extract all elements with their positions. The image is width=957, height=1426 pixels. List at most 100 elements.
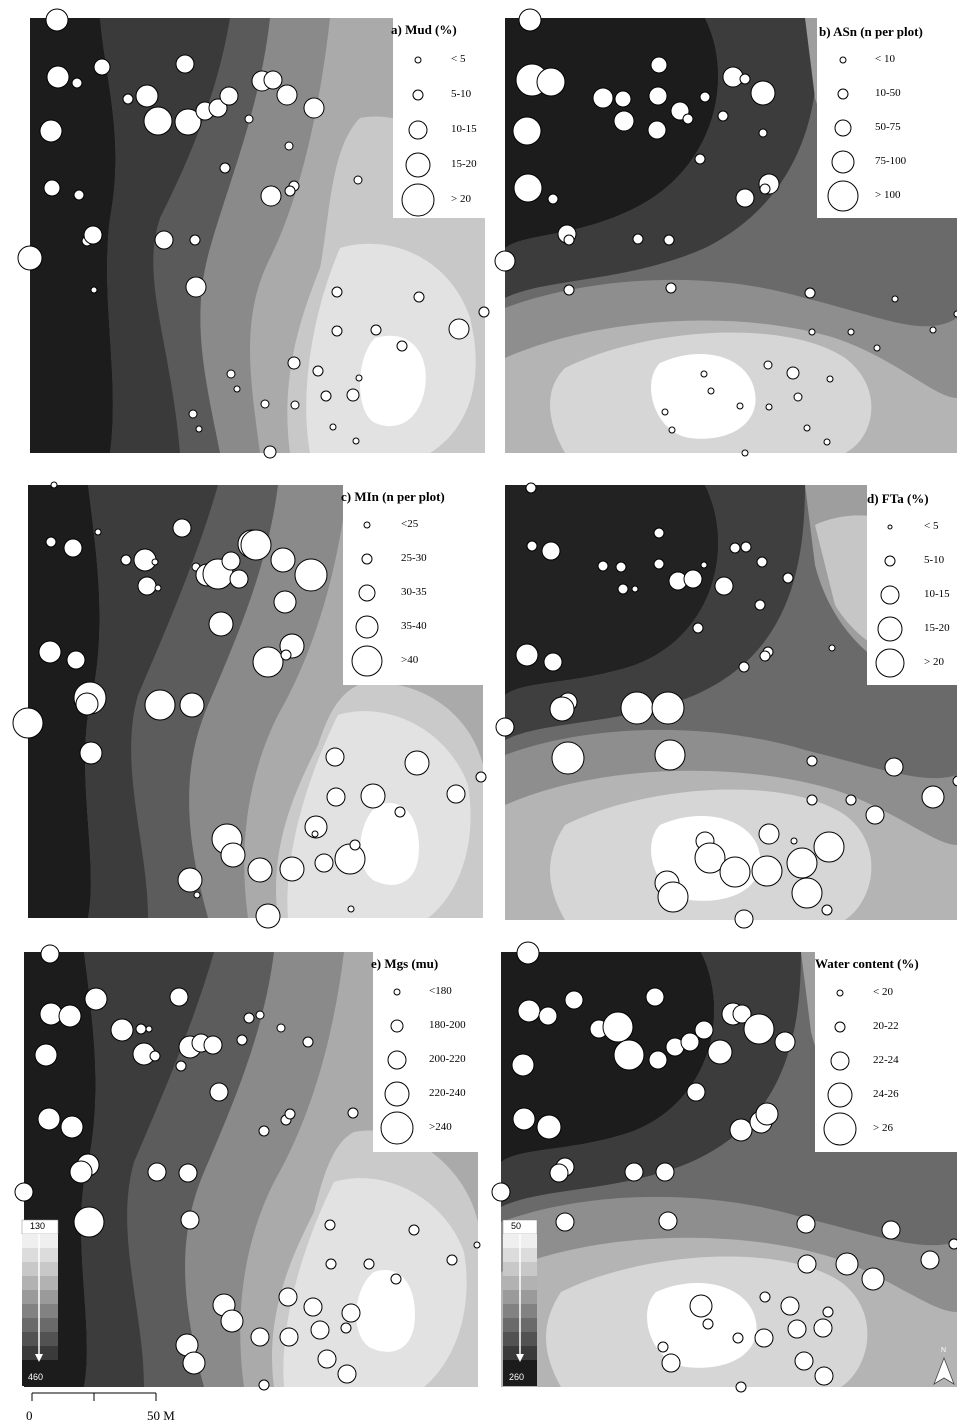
station-marker — [782, 572, 794, 584]
station-marker — [689, 1294, 713, 1318]
station-marker — [137, 576, 157, 596]
legend-f: Water content (%) < 20 20-22 22-24 24-26 > 2… — [815, 952, 957, 1152]
scale-bar-svg — [31, 1392, 157, 1401]
station-marker — [732, 1004, 752, 1024]
station-marker — [17, 245, 43, 271]
station-marker — [252, 646, 284, 678]
station-marker — [755, 1102, 779, 1126]
station-marker — [346, 388, 360, 402]
map-b-markers — [494, 8, 957, 457]
station-marker — [174, 108, 202, 136]
legend-symbol — [401, 183, 435, 217]
station-marker — [515, 643, 539, 667]
station-marker — [221, 551, 241, 571]
station-marker — [250, 1327, 270, 1347]
station-marker — [310, 1320, 330, 1340]
legend-e-title: e) Mgs (mu) — [371, 956, 439, 971]
station-marker — [563, 234, 575, 246]
station-marker — [754, 1328, 774, 1348]
zone-0b — [505, 18, 818, 298]
station-marker — [178, 1163, 198, 1183]
station-marker — [122, 93, 134, 105]
station-marker — [791, 877, 823, 909]
station-marker — [741, 449, 749, 457]
legend-symbol — [351, 645, 383, 677]
scale-bar: 0 50 M — [25, 1388, 225, 1426]
station-marker — [796, 1214, 816, 1234]
legend-item-label: 10-15 — [451, 123, 477, 135]
station-marker — [83, 225, 103, 245]
station-marker — [881, 1220, 901, 1240]
station-marker — [79, 741, 103, 765]
station-marker — [756, 556, 768, 568]
station-marker — [786, 847, 818, 879]
station-marker — [220, 1309, 244, 1333]
legend-item-label: < 5 — [451, 53, 466, 65]
station-marker — [734, 909, 754, 929]
station-marker — [828, 644, 836, 652]
station-marker — [661, 1353, 681, 1373]
station-marker — [513, 173, 543, 203]
station-marker — [193, 891, 201, 899]
station-marker — [58, 1004, 82, 1028]
station-marker — [743, 1013, 775, 1045]
station-marker — [624, 1162, 644, 1182]
station-marker — [37, 1107, 61, 1131]
station-marker — [686, 1082, 706, 1102]
station-marker — [658, 1211, 678, 1231]
legend-b-title: b) ASn (n per plot) — [819, 24, 923, 39]
station-marker — [45, 536, 57, 548]
station-marker — [284, 185, 296, 197]
station-marker — [653, 558, 665, 570]
station-marker — [787, 1319, 807, 1339]
station-marker — [203, 1035, 223, 1055]
station-marker — [172, 518, 192, 538]
legend-symbol — [875, 648, 905, 678]
station-marker — [175, 1060, 187, 1072]
station-marker — [12, 707, 44, 739]
legend-symbol — [355, 615, 379, 639]
station-marker — [394, 806, 406, 818]
station-marker — [953, 310, 957, 318]
station-marker — [750, 80, 776, 106]
station-marker — [182, 1351, 206, 1375]
station-marker — [793, 392, 803, 402]
station-marker — [236, 1034, 248, 1046]
station-marker — [821, 904, 833, 916]
station-marker — [75, 692, 99, 716]
station-marker — [208, 98, 228, 118]
station-marker — [952, 775, 957, 787]
legend-f-symbols — [823, 989, 857, 1146]
station-marker — [631, 585, 639, 593]
station-marker — [209, 1082, 229, 1102]
station-marker — [243, 1012, 255, 1024]
map-e-markers — [14, 944, 481, 1391]
station-marker — [555, 1212, 575, 1232]
legend-item-label: <180 — [429, 985, 452, 997]
north-arrow: N — [932, 1347, 956, 1386]
zone-0b — [81, 952, 214, 1387]
station-marker — [331, 325, 343, 337]
station-marker — [774, 1031, 796, 1053]
station-marker — [653, 527, 665, 539]
legend-symbol — [405, 152, 431, 178]
legend-symbol — [839, 56, 847, 64]
legend-symbol — [361, 553, 373, 565]
station-marker — [60, 1115, 84, 1139]
station-marker — [110, 1018, 134, 1042]
station-marker — [154, 584, 162, 592]
legend-d: d) FTa (%) < 5 5-10 10-15 15-20 > 20 — [867, 485, 957, 685]
station-marker — [14, 1182, 34, 1202]
legend-a: a) Mud (%) < 5 5-10 10-15 15-20 > 20 — [391, 18, 485, 218]
scale-start-label: 0 — [26, 1408, 33, 1423]
station-marker — [46, 65, 70, 89]
station-marker — [592, 87, 614, 109]
legend-item-label: 220-240 — [429, 1087, 466, 1099]
station-marker — [404, 750, 430, 776]
legend-symbol — [380, 1111, 414, 1145]
station-marker — [473, 1241, 481, 1249]
station-marker — [180, 1210, 200, 1230]
station-marker — [541, 541, 561, 561]
legend-item-label: 180-200 — [429, 1019, 466, 1031]
station-marker — [278, 1287, 298, 1307]
